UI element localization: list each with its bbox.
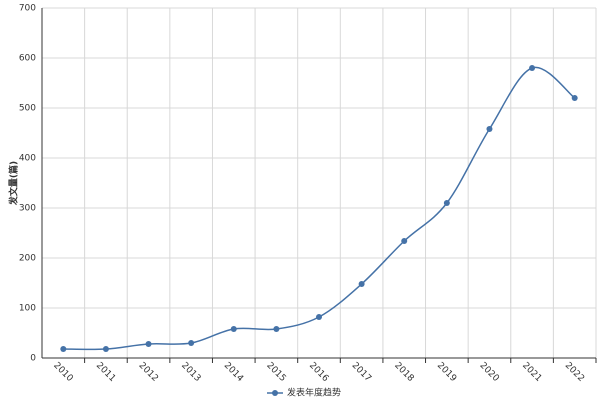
x-tick-label: 2013 bbox=[179, 361, 202, 384]
y-tick-label: 100 bbox=[19, 304, 36, 314]
y-tick-label: 500 bbox=[19, 104, 36, 114]
point bbox=[316, 314, 322, 320]
point bbox=[145, 341, 152, 347]
point bbox=[529, 65, 536, 71]
point bbox=[273, 326, 280, 332]
y-tick-label: 600 bbox=[19, 54, 36, 64]
x-tick-label: 2019 bbox=[435, 361, 458, 384]
point bbox=[443, 200, 450, 206]
point bbox=[358, 281, 365, 287]
x-tick-label: 2020 bbox=[477, 361, 500, 384]
legend-marker bbox=[272, 390, 278, 396]
point bbox=[230, 326, 237, 332]
point bbox=[401, 238, 408, 244]
x-tick-label: 2014 bbox=[222, 361, 245, 384]
x-tick-label: 2017 bbox=[350, 361, 373, 384]
y-axis-label: 发文量(篇) bbox=[8, 161, 20, 206]
legend-label: 发表年度趋势 bbox=[287, 387, 341, 399]
x-tick-label: 2021 bbox=[520, 361, 543, 384]
point bbox=[102, 346, 109, 352]
y-tick-label: 700 bbox=[19, 4, 36, 14]
x-tick-label: 2015 bbox=[264, 361, 287, 384]
x-tick-label: 2011 bbox=[94, 361, 117, 384]
x-tick-label: 2012 bbox=[137, 361, 160, 384]
y-tick-label: 200 bbox=[19, 254, 36, 264]
x-tick-label: 2010 bbox=[51, 361, 74, 384]
x-tick-label: 2016 bbox=[307, 361, 330, 384]
point bbox=[188, 340, 195, 346]
y-tick-label: 0 bbox=[30, 354, 36, 364]
y-tick-label: 400 bbox=[19, 154, 36, 164]
point bbox=[486, 126, 493, 132]
x-tick-label: 2022 bbox=[563, 361, 586, 384]
point bbox=[60, 346, 67, 352]
point bbox=[571, 95, 578, 101]
x-tick-label: 2018 bbox=[392, 361, 415, 384]
y-tick-label: 300 bbox=[19, 204, 36, 214]
